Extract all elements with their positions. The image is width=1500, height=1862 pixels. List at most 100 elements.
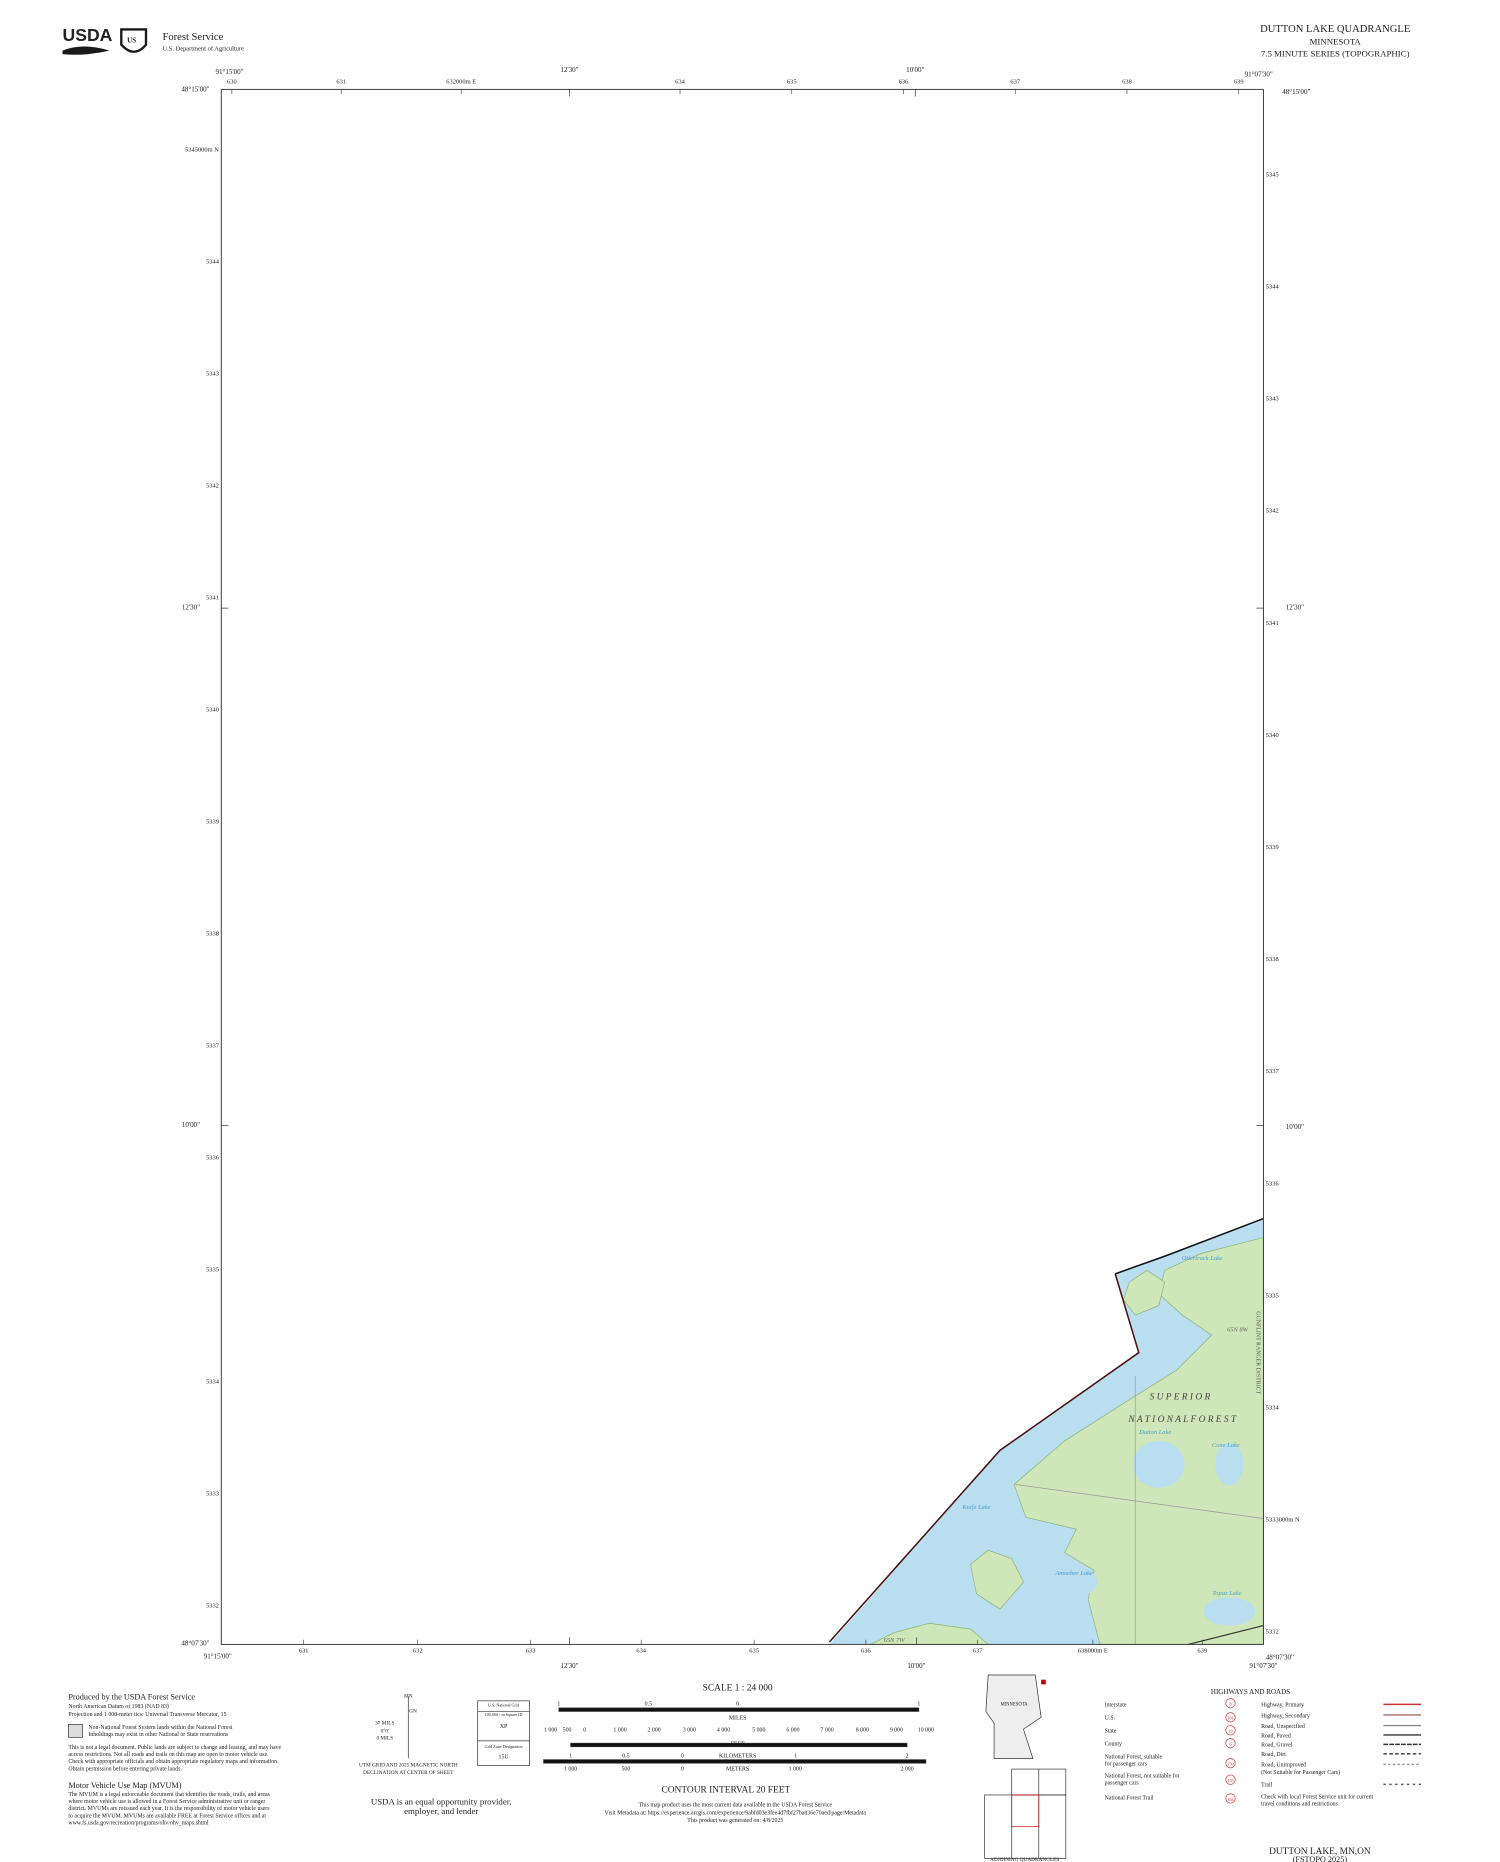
grid-label: 5345000m N	[185, 147, 219, 154]
declination-label: GN	[409, 1709, 417, 1715]
grid-label: 639	[1197, 1648, 1207, 1655]
equal-opportunity: USDA is an equal opportunity provider,	[371, 1796, 512, 1806]
metadata-line: This product was generated on: 4/8/2025	[687, 1818, 783, 1824]
road-shield	[1225, 1758, 1236, 1769]
map-label: Cone Lake	[1212, 1442, 1240, 1449]
datum-line: North American Datum of 1983 (NAD 83)	[68, 1703, 169, 1710]
scale-number: 1 000	[564, 1766, 577, 1772]
map-label: 65N 7W	[884, 1637, 906, 1644]
road-legend: Road, Gravel	[1261, 1743, 1293, 1749]
adjoining-title: ADJOINING QUADRANGLES	[990, 1857, 1059, 1862]
scale-number: 1	[557, 1702, 560, 1708]
frame-label: 91°07'30"	[1249, 1662, 1277, 1670]
scale-number: 2 000	[900, 1766, 913, 1772]
scale-unit: FEET	[731, 1742, 745, 1748]
frame-label: 12'30"	[560, 1662, 578, 1670]
map-label: N A T I O N A L F O R E S T	[1127, 1415, 1237, 1425]
grid-label: 639	[1234, 79, 1244, 86]
road-legend: Highway, Primary	[1261, 1703, 1304, 1709]
contour-interval: CONTOUR INTERVAL 20 FEET	[662, 1786, 791, 1796]
grid-label: 5343	[1266, 396, 1279, 403]
map-label: 65N 8W	[1227, 1327, 1249, 1334]
frame-label: 91°15'00"	[215, 68, 243, 76]
sheet-edition: (FSTOPO 2025)	[1293, 1855, 1348, 1862]
road-legend: National Forest Trail	[1105, 1796, 1154, 1802]
scale-number: 2	[906, 1753, 909, 1759]
frame-label: 12'30"	[182, 603, 200, 611]
frame-label: 12'30"	[1286, 603, 1304, 611]
usda-logo	[62, 28, 148, 55]
scale-number: 0	[681, 1766, 684, 1772]
footer-graphics	[68, 1674, 1067, 1859]
produced-by: Produced by the USDA Forest Service	[68, 1693, 195, 1702]
grid-label: 638	[1122, 79, 1132, 86]
service: Forest Service	[162, 32, 223, 43]
road-legend: Trail	[1261, 1783, 1273, 1789]
scale-unit: METERS	[726, 1766, 749, 1772]
note-line: access restrictions. Not all roads and t…	[68, 1752, 269, 1758]
frame-label: 12'30"	[560, 66, 578, 74]
grid-label: 638000m E	[1078, 1648, 1108, 1655]
grid-label: 5337	[1266, 1068, 1280, 1075]
grid-label: 5335	[1266, 1292, 1279, 1299]
scale-unit: MILES	[729, 1716, 747, 1722]
scale-number: 500	[563, 1727, 572, 1733]
grid-label: 5343	[206, 371, 219, 378]
grid-label: 634	[636, 1648, 646, 1655]
scale-number: 1	[917, 1702, 920, 1708]
scale-number: 0	[736, 1702, 739, 1708]
map-label: Knife Lake	[961, 1504, 990, 1511]
scale-number: 500	[621, 1766, 630, 1772]
grid-label: 637	[1010, 79, 1020, 86]
grid-zone-text: U.S. National Grid	[488, 1703, 519, 1708]
grid-label: 631	[299, 1648, 309, 1655]
scale-number: 0	[583, 1727, 586, 1733]
frame-label: 10'00"	[182, 1121, 200, 1129]
grid-label: 5337	[206, 1043, 220, 1050]
road-legend: State	[1105, 1729, 1117, 1735]
frame-label: 48°07'30"	[1266, 1654, 1294, 1662]
scale-number: 1 000	[544, 1727, 557, 1733]
road-symbols	[1383, 1703, 1422, 1786]
grid-label: 5334	[206, 1379, 220, 1386]
map-label: GUNFLINT RANGER DISTRICT	[1254, 1311, 1260, 1394]
mvum-line: The MVUM is a legal enforceable document…	[68, 1791, 270, 1798]
scale-number: 0.5	[622, 1753, 629, 1759]
road-note: travel conditions and restrictions	[1261, 1802, 1339, 1808]
declination-label: MN	[404, 1693, 413, 1699]
frame-label: 10'00"	[907, 1662, 925, 1670]
grid-label: 5338	[1266, 956, 1279, 963]
grid-zone-text: XP	[500, 1724, 508, 1730]
series: 7.5 MINUTE SERIES (TOPOGRAPHIC)	[1261, 48, 1410, 58]
shield-text: US	[127, 36, 136, 44]
declination-label: 37 MILS	[375, 1720, 394, 1726]
grid-label: 5338	[206, 931, 219, 938]
grid-label: 634	[675, 79, 685, 86]
road-shield	[1225, 1774, 1236, 1785]
grid-label: 630	[227, 79, 237, 86]
road-legend: Road, Paved	[1261, 1733, 1291, 1739]
frame-label: 48°07'30"	[181, 1640, 209, 1648]
road-legend: National Forest, not suitable for	[1105, 1772, 1180, 1779]
grid-label: 637	[973, 1648, 983, 1655]
mvum-title: Motor Vehicle Use Map (MVUM)	[68, 1781, 181, 1790]
grid-label: 632	[413, 1648, 423, 1655]
shield-number: 105	[1227, 1778, 1233, 1783]
title: DUTTON LAKE QUADRANGLE	[1260, 24, 1410, 35]
grid-zone-text: 15U	[499, 1754, 510, 1760]
grid-label: 5339	[206, 819, 219, 826]
shield-number: 364	[1227, 1797, 1233, 1802]
note-line: Obtain permission before entering privat…	[68, 1765, 182, 1772]
map-label: Topaz Lake	[1212, 1590, 1241, 1597]
note-line: This is not a legal document. Public lan…	[68, 1745, 281, 1751]
mvum-line: district. MVUMs are reissued each year. …	[68, 1805, 270, 1812]
grid-label: 5336	[1266, 1180, 1280, 1187]
road-shield	[1225, 1725, 1236, 1736]
grid-label: 636	[861, 1648, 871, 1655]
metadata-line: This map product uses the most current d…	[638, 1803, 832, 1809]
scale-number: 7 000	[820, 1727, 833, 1733]
mvum-line: www.fs.usda.gov/recreation/programs/ohv/…	[68, 1819, 209, 1826]
grid-label: 636	[899, 79, 909, 86]
